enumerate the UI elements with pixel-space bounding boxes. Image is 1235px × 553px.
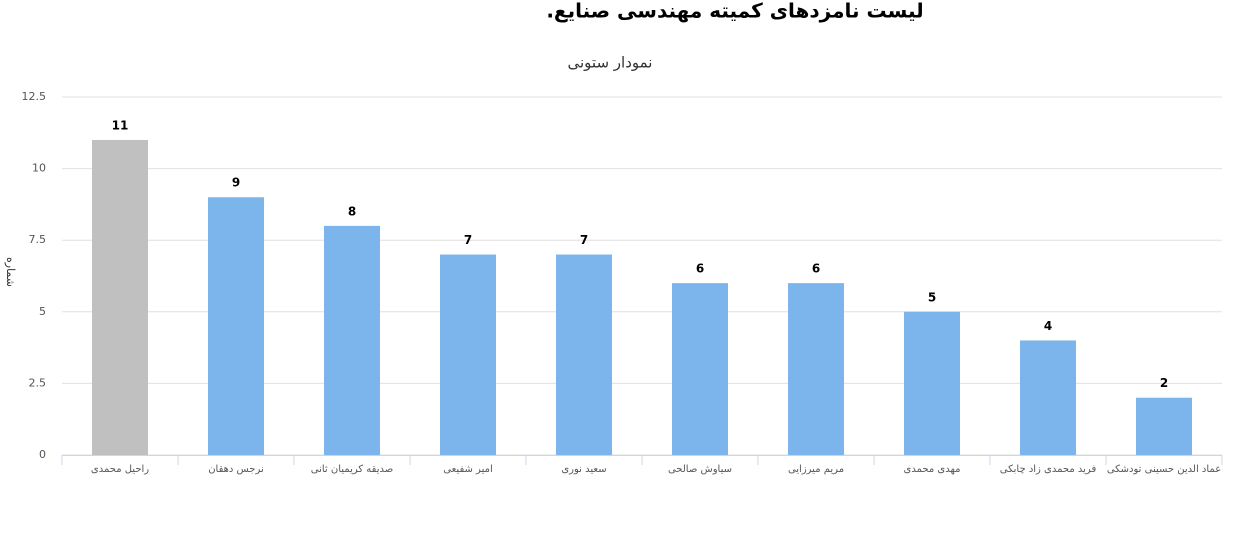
chart-title: لیست نامزدهای کمیته مهندسی صنایع. [546, 0, 923, 23]
x-tick-label: سعید نوری [561, 464, 606, 475]
x-tick-label: مهدی محمدی [904, 464, 961, 475]
y-tick-label: 12.5 [22, 90, 47, 103]
data-label: 7 [464, 233, 472, 247]
data-label: 6 [812, 262, 820, 276]
y-tick-label: 0 [39, 448, 46, 461]
x-tick-label: امیر شفیعی [443, 464, 492, 475]
x-tick-label: سیاوش صالحی [668, 464, 732, 475]
data-label: 9 [232, 176, 240, 190]
x-tick-label: راحیل محمدی [91, 464, 149, 475]
bar [556, 254, 612, 455]
data-label: 4 [1044, 319, 1052, 333]
y-axis-label: شماره [4, 257, 17, 287]
y-tick-label: 7.5 [29, 233, 47, 246]
data-label: 2 [1160, 376, 1168, 390]
y-tick-label: 2.5 [29, 376, 47, 389]
y-tick-label: 10 [32, 162, 46, 175]
x-tick-label: صدیقه کریمیان ثانی [311, 464, 394, 475]
y-tick-label: 5 [39, 305, 46, 318]
bar [92, 139, 148, 455]
x-tick-label: نرجس دهقان [208, 464, 264, 475]
x-tick-label: عماد الدین حسینی تودشکی [1107, 464, 1221, 475]
bar [1136, 397, 1192, 455]
data-label: 11 [112, 118, 129, 132]
data-label: 8 [348, 204, 356, 218]
bar [440, 254, 496, 455]
x-tick-label: مریم میرزایی [788, 464, 844, 475]
bar [672, 283, 728, 455]
bar [904, 311, 960, 455]
bar [788, 283, 844, 455]
bar [324, 225, 380, 455]
data-label: 5 [928, 290, 936, 304]
bar [208, 197, 264, 456]
x-tick-label: فرید محمدی زاد چابکی [1000, 464, 1097, 475]
bar [1020, 340, 1076, 455]
data-label: 7 [580, 233, 588, 247]
chart-subtitle: نمودار ستونی [568, 54, 653, 72]
data-label: 6 [696, 262, 704, 276]
